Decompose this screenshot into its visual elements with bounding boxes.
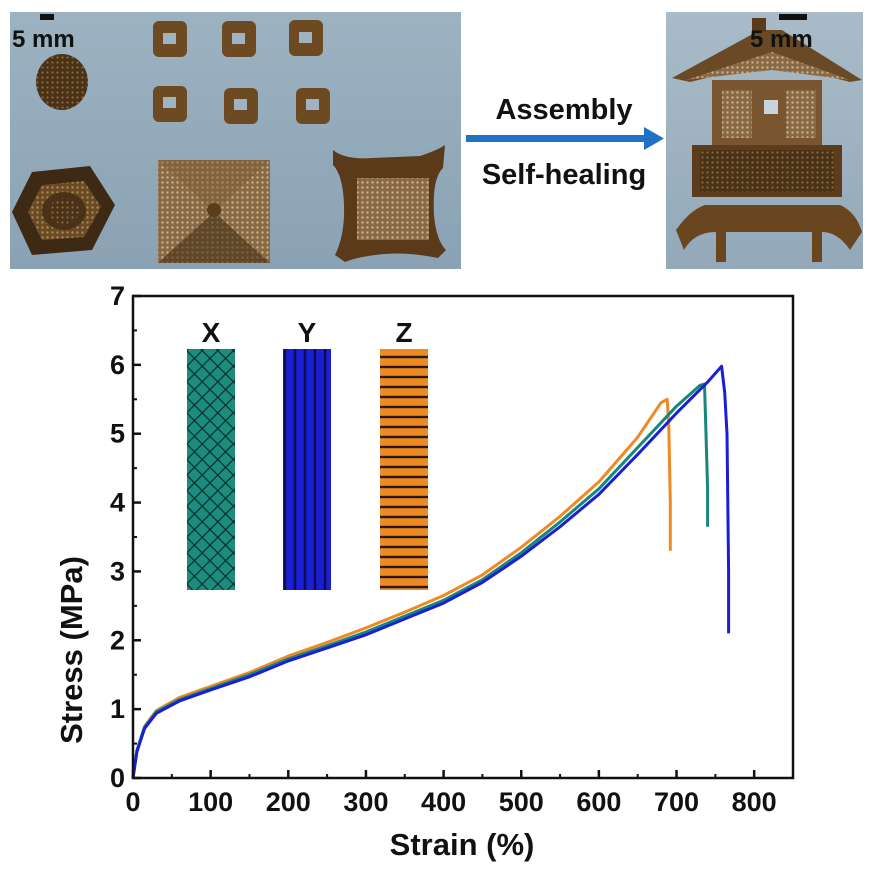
specimen-x-swatch <box>187 349 235 590</box>
x-tick-label: 200 <box>266 787 311 817</box>
axes-layer: 0 100 200 300 400 500 600 700 800 0 1 2 3 4 5 6 7 <box>110 281 795 817</box>
assembly-arrow <box>466 127 664 150</box>
left-photo: 5 mm <box>10 12 461 269</box>
y-tick-label: 0 <box>110 763 125 793</box>
x-tick-label: 800 <box>732 787 777 817</box>
x-tick-label: 500 <box>499 787 544 817</box>
x-tick-label: 300 <box>343 787 388 817</box>
y-tick-label: 2 <box>110 625 125 655</box>
series-layer <box>131 364 731 779</box>
x-tick-label: 400 <box>421 787 466 817</box>
base-frame-piece <box>333 145 446 262</box>
left-scale-label: 5 mm <box>12 26 75 53</box>
small-frame-pieces <box>153 20 330 124</box>
photo-panel: 5 mm Assembly Self-healing 5 mm <box>10 12 863 269</box>
stress-strain-chart: X Y Z 0 100 200 300 400 500 600 700 80001234567 … <box>54 281 795 862</box>
y-tick-label: 1 <box>110 694 125 724</box>
x-tick-label: 600 <box>576 787 621 817</box>
specimen-y-swatch <box>283 349 331 590</box>
y-tick-label: 4 <box>110 488 125 518</box>
y-tick-label: 7 <box>110 281 125 311</box>
y-axis-label: Stress (MPa) <box>54 556 89 744</box>
disc-piece <box>36 54 88 110</box>
inset-label-y: Y <box>298 317 317 348</box>
y-tick-label: 6 <box>110 350 125 380</box>
x-axis-label: Strain (%) <box>390 827 535 862</box>
y-tick-label: 5 <box>110 419 125 449</box>
x-tick-label: 700 <box>654 787 699 817</box>
pyramid-piece <box>158 160 270 263</box>
arrow-label-top: Assembly <box>495 94 632 126</box>
arrow-label-bottom: Self-healing <box>482 159 646 191</box>
right-scale-label: 5 mm <box>750 26 813 53</box>
scale-bar-right <box>779 14 807 20</box>
hexagon-piece <box>12 166 115 255</box>
inset-legend: X Y Z <box>187 317 428 590</box>
x-tick-label: 0 <box>125 787 140 817</box>
inset-label-x: X <box>202 317 221 348</box>
x-tick-label: 100 <box>188 787 233 817</box>
series-line-z <box>131 397 672 779</box>
y-tick-label: 3 <box>110 556 125 586</box>
series-line-y <box>131 364 731 779</box>
specimen-z-swatch <box>380 349 428 590</box>
scale-bar-left <box>40 14 54 20</box>
right-photo: 5 mm <box>666 12 863 269</box>
inset-label-z: Z <box>395 317 412 348</box>
